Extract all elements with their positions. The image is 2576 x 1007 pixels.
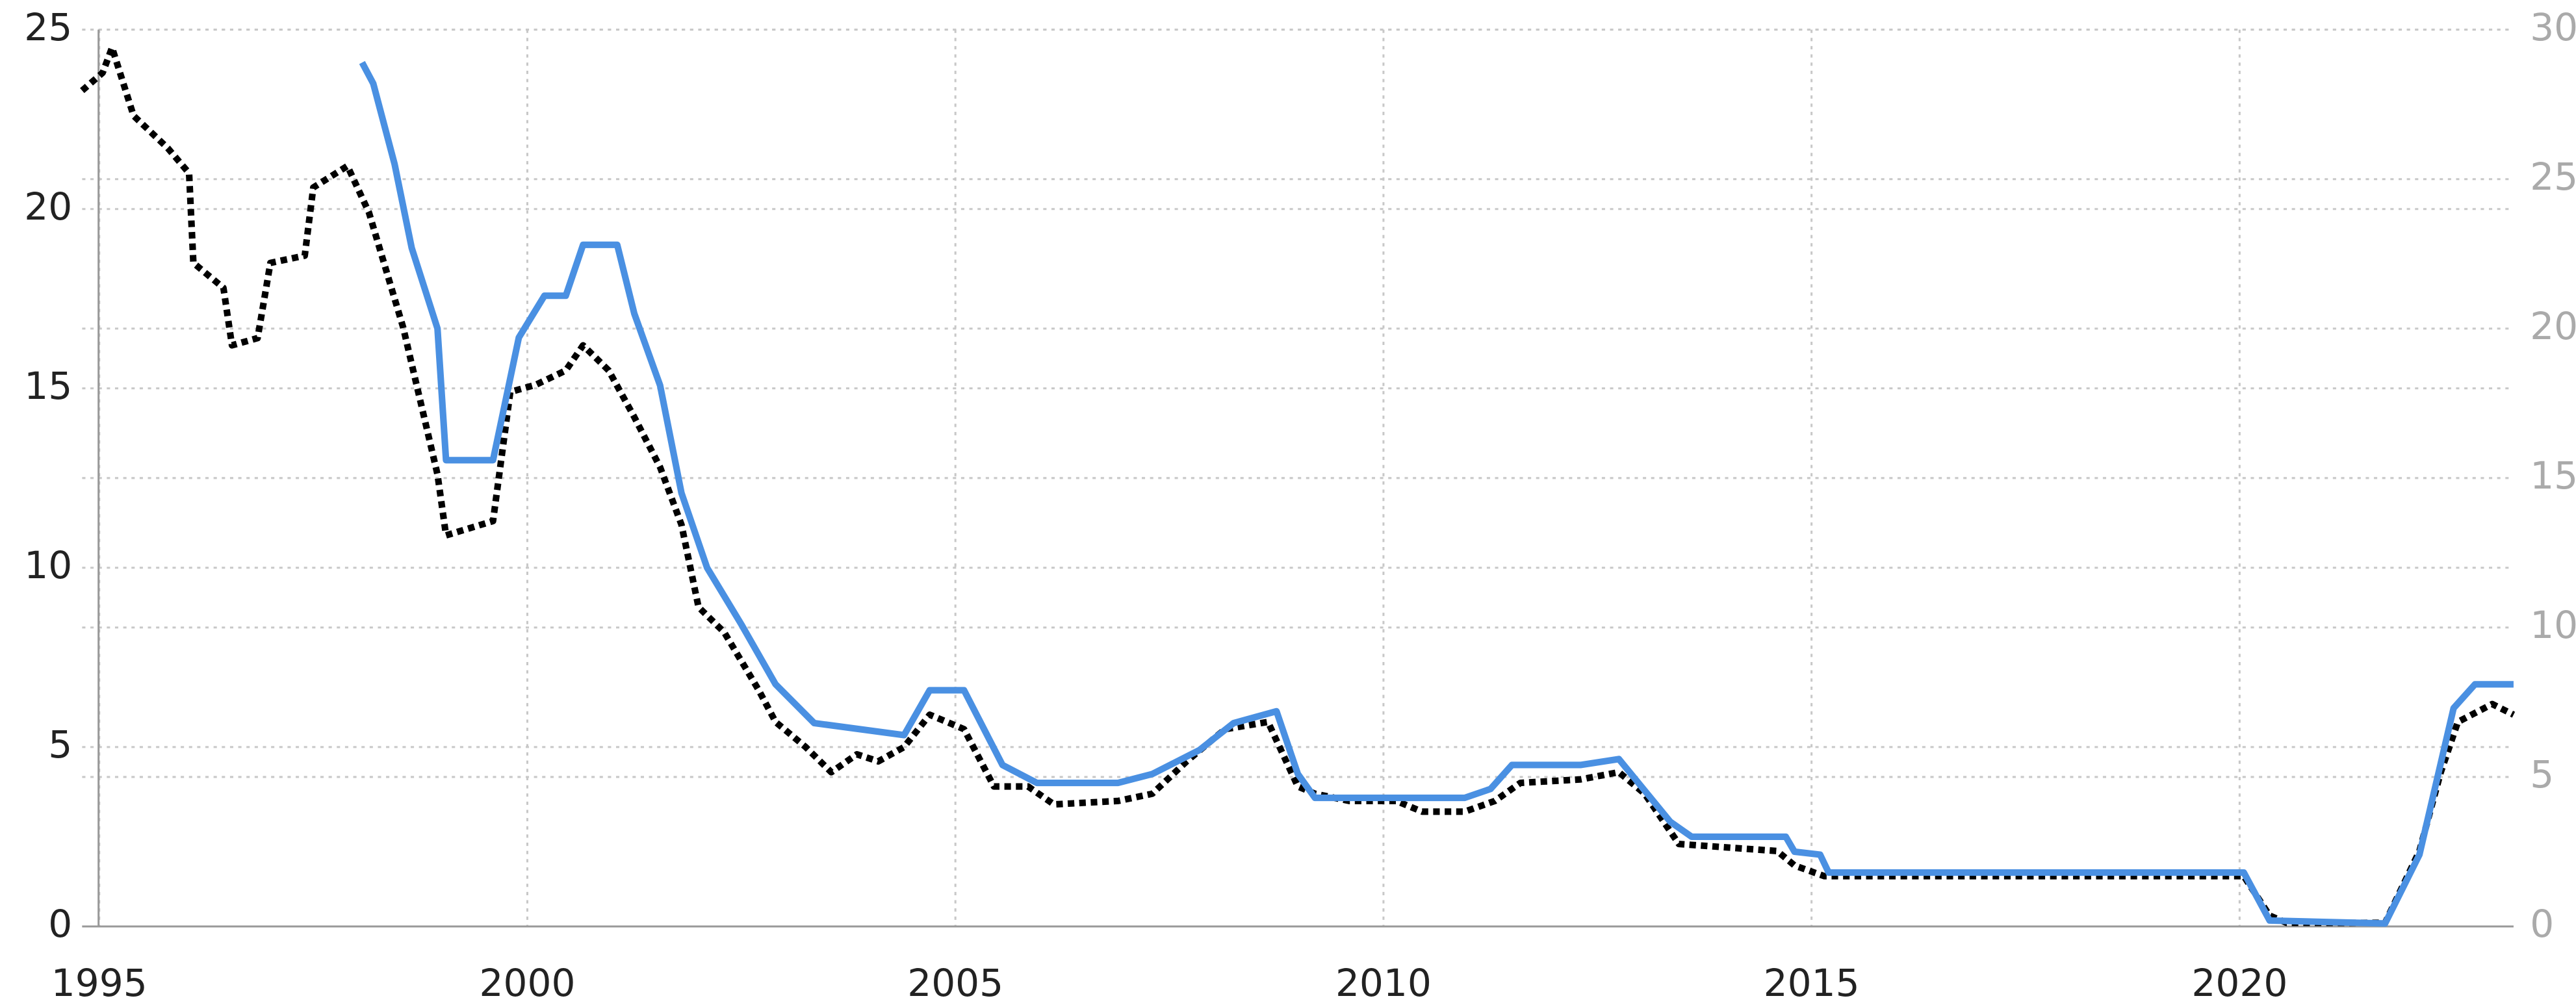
y2-tick-label: 10 [2530, 603, 2576, 647]
y2-tick-label: 5 [2530, 752, 2554, 797]
y-tick-label: 25 [24, 5, 72, 49]
y2-tick-label: 15 [2530, 453, 2576, 498]
y-tick-label: 10 [24, 543, 72, 587]
y-tick-label: 5 [48, 722, 72, 767]
line-series [80, 44, 2516, 926]
y-tick-label: 0 [48, 902, 72, 946]
y2-tick-label: 20 [2530, 304, 2576, 348]
x-tick-label: 2015 [1764, 961, 1860, 1005]
line-series [359, 60, 2514, 927]
x-tick-label: 2010 [1335, 961, 1432, 1005]
x-tick-label: 1995 [51, 961, 148, 1005]
x-tick-label: 2000 [480, 961, 576, 1005]
y2-tick-label: 25 [2530, 155, 2576, 199]
x-tick-label: 2005 [907, 961, 1003, 1005]
x-tick-label: 2020 [2191, 961, 2287, 1005]
y2-tick-label: 30 [2530, 5, 2576, 49]
y-tick-label: 15 [24, 364, 72, 408]
y2-tick-label: 0 [2530, 902, 2554, 946]
y-tick-label: 20 [24, 185, 72, 229]
